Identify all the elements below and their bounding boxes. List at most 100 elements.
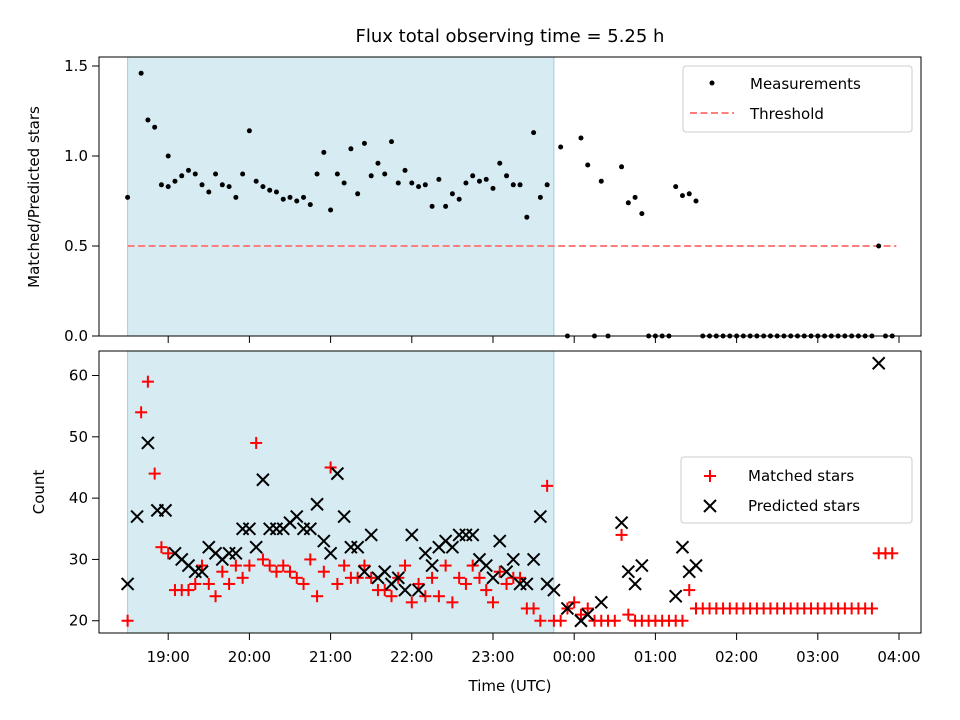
matched-star-point <box>284 565 296 578</box>
predicted-star-point <box>520 577 534 591</box>
matched-star-point <box>263 559 276 572</box>
measurement-point <box>246 128 252 134</box>
bottom-y-ticks: 20 30 40 50 60 <box>69 367 99 630</box>
predicted-star-point <box>621 564 636 579</box>
predicted-star-point <box>303 522 318 536</box>
matched-star-point <box>466 559 479 572</box>
measurement-point <box>213 171 219 177</box>
bottom-legend: Matched stars Predicted stars <box>680 456 913 524</box>
predicted-stars-legend-marker <box>703 499 717 513</box>
bottom-y-axis-label: Count <box>30 470 48 515</box>
predicted-star-point <box>425 558 439 573</box>
bottom-y-tick-label: 50 <box>69 428 88 446</box>
measurement-point <box>226 184 232 190</box>
top-x-ticks <box>167 336 900 343</box>
matched-star-point <box>331 577 344 590</box>
bottom-legend-box <box>680 456 913 524</box>
measurement-point <box>145 117 151 123</box>
predicted-star-point <box>581 607 595 622</box>
matched-star-point <box>459 577 472 590</box>
predicted-star-point <box>668 589 683 603</box>
measurement-point <box>125 194 131 200</box>
matched-star-point <box>155 541 168 554</box>
top-y-tick-label: 0.0 <box>64 327 88 345</box>
measurements-legend-marker <box>709 80 715 86</box>
chart-title: Flux total observing time = 5.25 h <box>356 26 665 47</box>
predicted-stars-legend-label: Predicted stars <box>748 497 860 515</box>
top-y-axis-label: Matched/Predicted stars <box>25 106 43 288</box>
measurement-point <box>233 194 239 200</box>
predicted-star-point <box>526 552 541 567</box>
measurement-point <box>619 164 625 170</box>
measurement-point <box>693 198 699 204</box>
bottom-x-tick-label: 03:00 <box>796 648 839 666</box>
top-plot-frame <box>98 56 922 337</box>
predicted-star-point <box>411 583 426 597</box>
matched-star-point <box>196 559 209 572</box>
x-axis-label: Time (UTC) <box>468 677 552 695</box>
top-legend-box <box>682 65 913 133</box>
measurement-point <box>375 160 381 166</box>
predicted-star-point <box>398 583 412 597</box>
predicted-star-point <box>465 528 480 542</box>
predicted-star-point <box>195 564 209 579</box>
matched-star-point <box>473 571 486 584</box>
measurement-point <box>368 173 374 179</box>
bottom-panel: 20 30 40 50 60 19:00 20:00 21:00 22:00 23:00 00:0… <box>30 350 922 695</box>
measurement-point <box>544 182 550 188</box>
matched-star-point <box>202 577 215 590</box>
bottom-x-ticks: 19:00 20:00 21:00 22:00 23:00 00:00 01:00 02:00… <box>147 633 921 666</box>
predicted-star-point <box>323 546 338 561</box>
measurement-point <box>490 185 496 191</box>
measurement-point <box>497 160 503 166</box>
top-panel: 0.0 0.5 1.0 1.5 Flux total observing time =… <box>25 26 922 345</box>
measurement-point <box>686 191 692 197</box>
measurement-point <box>341 180 347 186</box>
bottom-x-tick-label: 04:00 <box>877 648 920 666</box>
predicted-stars-points <box>120 356 886 628</box>
measurement-point <box>598 178 604 184</box>
measurement-point <box>632 194 638 200</box>
bottom-x-tick-label: 19:00 <box>147 648 190 666</box>
matched-star-point <box>216 565 229 578</box>
matched-star-point <box>480 584 493 597</box>
matched-star-point <box>865 602 878 615</box>
matched-star-point <box>141 375 154 388</box>
bottom-x-tick-label: 21:00 <box>309 648 352 666</box>
measurement-point <box>429 203 435 209</box>
measurement-point <box>355 191 361 197</box>
bottom-x-tick-label: 20:00 <box>228 648 271 666</box>
measurement-point <box>422 182 428 188</box>
measurement-point <box>517 182 523 188</box>
measurement-point <box>585 162 591 168</box>
matched-star-point <box>256 553 269 566</box>
measurement-point <box>443 203 449 209</box>
predicted-star-point <box>499 564 514 579</box>
matched-star-point <box>405 596 418 609</box>
measurement-point <box>179 173 185 179</box>
predicted-star-point <box>229 546 243 561</box>
predicted-star-point <box>350 540 365 554</box>
measurement-point <box>192 171 198 177</box>
top-y-tick-label: 0.5 <box>64 237 88 255</box>
predicted-star-point <box>689 558 703 573</box>
matched-star-point <box>385 590 398 603</box>
matched-star-point <box>324 461 337 474</box>
measurement-point <box>206 189 212 195</box>
predicted-star-point <box>357 564 372 579</box>
measurement-point <box>639 211 645 217</box>
predicted-star-point <box>310 497 324 511</box>
matched-star-point <box>487 596 499 609</box>
measurement-point <box>240 171 246 177</box>
matched-star-point <box>317 565 330 578</box>
matched-star-point <box>338 559 351 572</box>
predicted-star-point <box>479 558 493 573</box>
matched-star-point <box>500 577 513 590</box>
measurement-point <box>483 176 489 182</box>
predicted-star-point <box>418 546 433 561</box>
measurement-point <box>165 184 171 190</box>
measurement-point <box>416 184 422 190</box>
matched-star-point <box>568 596 581 609</box>
matched-star-point <box>236 571 249 584</box>
predicted-star-point <box>560 601 575 616</box>
